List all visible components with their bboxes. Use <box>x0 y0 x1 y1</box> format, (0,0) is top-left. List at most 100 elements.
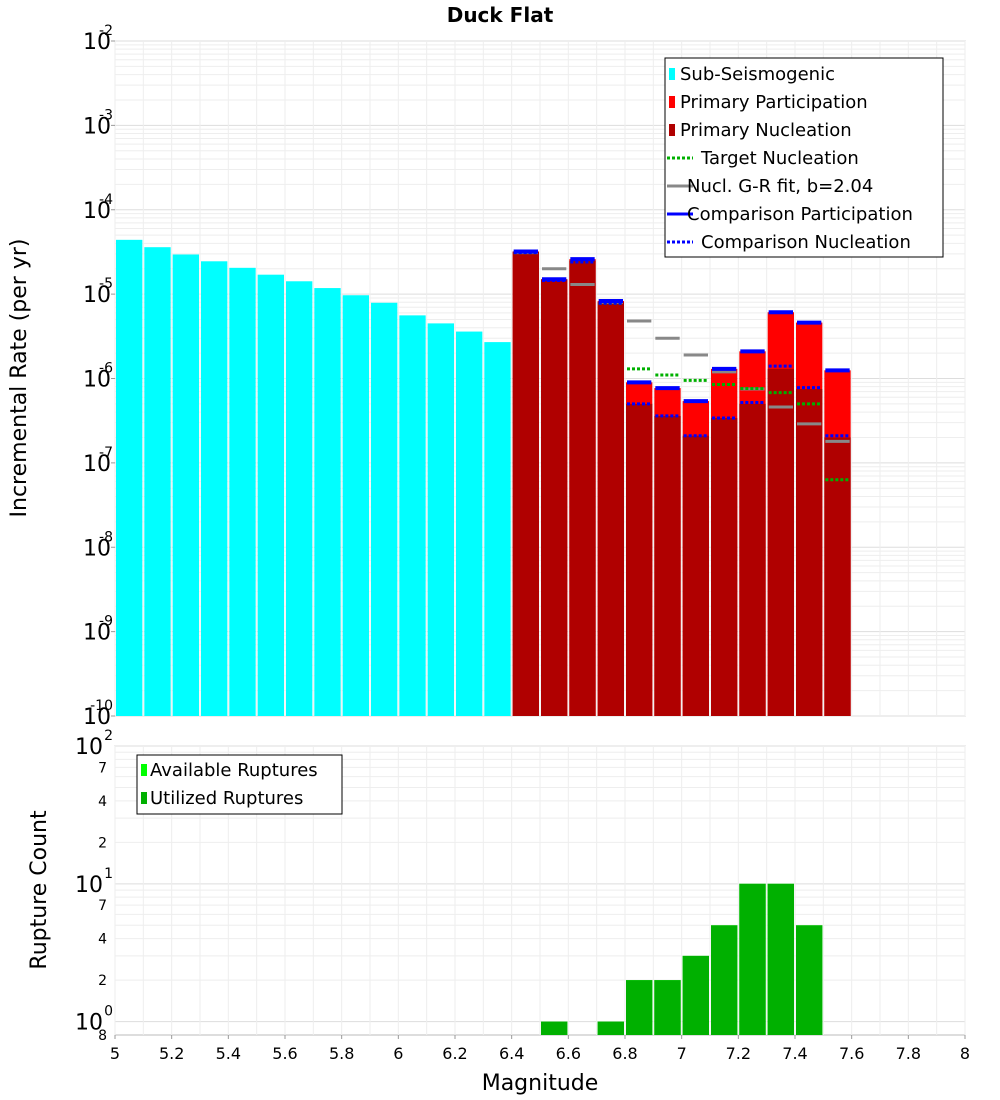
primary-nucleation-bar <box>711 418 738 716</box>
primary-nucleation-bar <box>824 437 851 716</box>
bottom-y-tick-label: 10 <box>75 735 103 760</box>
x-tick-label: 7.4 <box>782 1044 807 1063</box>
utilized-ruptures-bar <box>654 980 681 1035</box>
top-y-tick-label: 10 <box>83 283 111 308</box>
legend-swatch <box>141 792 147 804</box>
bottom-y-minor-label: 4 <box>98 932 107 948</box>
bottom-y-tick-label: 10 <box>75 1011 103 1036</box>
bottom-legend-box <box>136 754 343 815</box>
top-y-tick-exponent: -8 <box>99 529 113 545</box>
utilized-ruptures-bar <box>739 883 766 1035</box>
primary-nucleation-bar <box>767 368 794 716</box>
top-y-tick-label: 10 <box>83 621 111 646</box>
bottom-legend: Available Ruptures Utilized Ruptures <box>136 754 343 815</box>
top-y-tick-label: 10 <box>83 30 111 55</box>
x-tick-label: 5 <box>110 1044 120 1063</box>
legend-swatch <box>669 68 675 80</box>
utilized-ruptures-bar <box>796 925 823 1035</box>
bottom-y-minor-label: 2 <box>98 973 107 989</box>
legend-label: Target Nucleation <box>700 148 859 169</box>
top-y-tick-label: 10 <box>83 199 111 224</box>
sub-seismogenic-bar <box>172 254 199 716</box>
x-tick-label: 7.8 <box>896 1044 921 1063</box>
primary-nucleation-bar <box>626 403 653 716</box>
x-tick-label: 5.4 <box>216 1044 241 1063</box>
legend-label: Available Ruptures <box>150 760 318 781</box>
utilized-ruptures-bar <box>541 1021 568 1035</box>
sub-seismogenic-bar <box>116 239 143 716</box>
bottom-y-axis-label: Rupture Count <box>27 810 52 970</box>
legend-label: Comparison Participation <box>687 204 913 225</box>
sub-seismogenic-bar <box>144 247 171 716</box>
utilized-ruptures-bar <box>626 980 653 1035</box>
x-tick-label: 5.2 <box>159 1044 184 1063</box>
x-tick-label: 6.2 <box>442 1044 467 1063</box>
sub-seismogenic-bar <box>201 261 228 716</box>
x-tick-label: 7.6 <box>839 1044 864 1063</box>
utilized-ruptures-bar <box>597 1021 624 1035</box>
top-marks <box>513 249 850 482</box>
bottom-y-tick-label: 10 <box>75 873 103 898</box>
bottom-y-tick-exponent: 0 <box>104 1004 113 1020</box>
sub-seismogenic-bar <box>229 267 256 716</box>
top-y-tick-exponent: -5 <box>99 276 113 292</box>
sub-seismogenic-bar <box>314 288 341 716</box>
top-y-tick-exponent: -7 <box>99 445 113 461</box>
sub-seismogenic-bar <box>399 315 426 716</box>
legend-label: Primary Participation <box>680 92 868 113</box>
bottom-y-tick-exponent: 2 <box>104 728 113 744</box>
sub-seismogenic-bar <box>427 323 454 716</box>
top-y-tick-label: 10 <box>83 114 111 139</box>
bottom-y-minor-label: 4 <box>98 794 107 810</box>
legend-swatch <box>669 124 675 136</box>
top-y-tick-label: 10 <box>83 452 111 477</box>
primary-nucleation-bar <box>512 251 539 716</box>
top-y-tick-exponent: -9 <box>99 614 113 630</box>
top-y-tick-exponent: -3 <box>99 107 113 123</box>
x-tick-label: 6.4 <box>499 1044 524 1063</box>
x-tick-label: 7.2 <box>726 1044 751 1063</box>
legend-swatch <box>669 96 675 108</box>
top-y-tick-exponent: -10 <box>90 698 113 714</box>
sub-seismogenic-bar <box>484 342 511 716</box>
legend-label: Sub-Seismogenic <box>680 64 835 85</box>
x-tick-label: 5.8 <box>329 1044 354 1063</box>
legend-label: Nucl. G-R fit, b=2.04 <box>687 176 873 197</box>
bottom-y-minor-label: 8 <box>98 1028 107 1044</box>
top-y-axis: 10-210-310-410-510-610-710-810-910-10 <box>83 23 115 730</box>
bottom-y-minor-label: 7 <box>98 760 107 776</box>
legend-label: Primary Nucleation <box>680 120 852 141</box>
legend-label: Comparison Nucleation <box>701 232 911 253</box>
primary-nucleation-bar <box>597 302 624 716</box>
sub-seismogenic-bar <box>456 331 483 716</box>
top-y-tick-exponent: -2 <box>99 23 113 39</box>
x-tick-label: 6 <box>393 1044 403 1063</box>
sub-seismogenic-bar <box>257 274 284 716</box>
primary-nucleation-bar <box>739 403 766 716</box>
top-y-tick-exponent: -4 <box>99 192 113 208</box>
top-legend: Sub-Seismogenic Primary Participation Prim… <box>664 57 944 258</box>
utilized-ruptures-bar <box>711 925 738 1035</box>
primary-nucleation-bar <box>569 260 596 716</box>
top-y-tick-exponent: -6 <box>99 361 113 377</box>
x-tick-label: 7 <box>677 1044 687 1063</box>
top-y-axis-label: Incremental Rate (per yr) <box>7 239 32 518</box>
utilized-ruptures-bar <box>682 955 709 1035</box>
legend-label: Utilized Ruptures <box>150 788 303 809</box>
top-y-tick-label: 10 <box>83 705 111 730</box>
bottom-y-tick-exponent: 1 <box>104 866 113 882</box>
sub-seismogenic-bar <box>286 281 313 716</box>
utilized-ruptures-bar <box>767 883 794 1035</box>
top-bars <box>116 239 851 716</box>
primary-nucleation-bar <box>654 415 681 716</box>
x-tick-label: 5.6 <box>272 1044 297 1063</box>
x-tick-label: 6.6 <box>556 1044 581 1063</box>
bottom-y-minor-label: 2 <box>98 835 107 851</box>
sub-seismogenic-bar <box>342 295 369 716</box>
primary-nucleation-bar <box>796 389 823 716</box>
x-tick-label: 6.8 <box>612 1044 637 1063</box>
chart-title: Duck Flat <box>447 3 554 27</box>
bottom-bars <box>541 883 823 1035</box>
